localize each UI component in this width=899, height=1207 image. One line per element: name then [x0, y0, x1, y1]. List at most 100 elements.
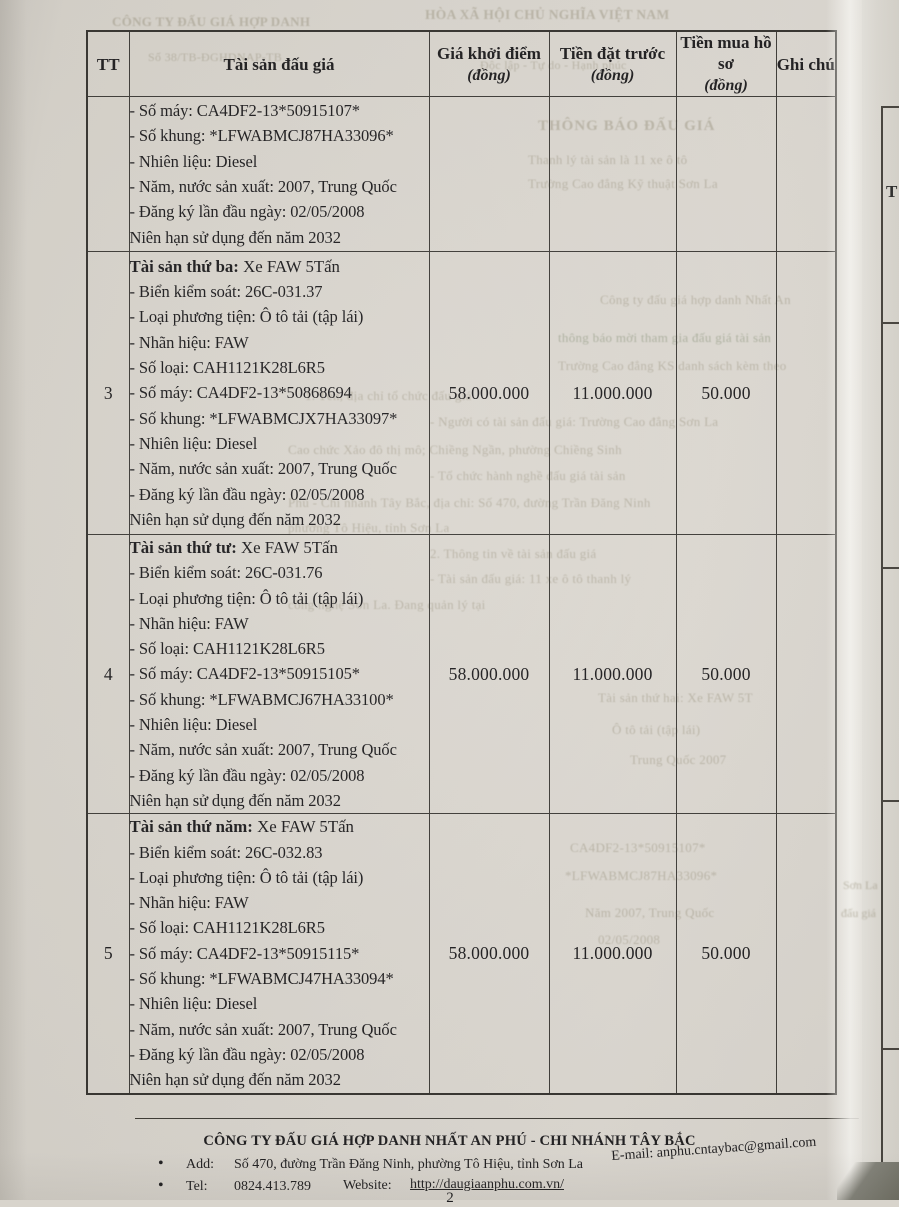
- asset-description-cell: Tài sản thứ ba: Xe FAW 5Tấn - Biển kiểm …: [128, 251, 430, 535]
- table-row-asset-5: 5 Tài sản thứ năm: Xe FAW 5Tấn - Biển ki…: [86, 813, 837, 1095]
- asset-detail-line: - Nhiên liệu: Diesel: [129, 994, 258, 1014]
- asset-description-cell: Tài sản thứ năm: Xe FAW 5Tấn - Biển kiểm…: [128, 813, 430, 1095]
- asset-title: Tài sản thứ năm: Xe FAW 5Tấn: [129, 817, 354, 837]
- deposit-cell: [548, 96, 677, 252]
- asset-detail-line: - Đăng ký lần đầu ngày: 02/05/2008: [129, 202, 365, 222]
- starting-price-cell: 58.000.000: [428, 533, 550, 815]
- header-label: Tiền mua hồ sơ: [680, 33, 772, 73]
- header-label: Giá khởi điểm: [437, 43, 541, 63]
- asset-detail-line: - Số khung: *LFWABMCJ47HA33094*: [129, 969, 394, 989]
- asset-detail-line: - Số máy: CA4DF2-13*50915105*: [129, 664, 360, 684]
- underlying-table-line: [881, 567, 899, 569]
- asset-detail-line: - Nhãn hiệu: FAW: [129, 332, 249, 352]
- header-label: Ghi chú: [776, 54, 835, 74]
- underlying-table-line: [881, 1048, 899, 1050]
- asset-detail-line: - Năm, nước sản xuất: 2007, Trung Quốc: [129, 177, 397, 196]
- asset-title: Tài sản thứ tư: Xe FAW 5Tấn: [129, 538, 338, 557]
- dossier-fee-cell: [675, 96, 777, 252]
- header-cell-deposit: Tiền đặt trước (đồng): [548, 30, 677, 97]
- page-number: 2: [446, 1190, 454, 1206]
- asset-detail-line: - Năm, nước sản xuất: 2007, Trung Quốc: [129, 1019, 397, 1039]
- starting-price-cell: 58.000.000: [428, 251, 550, 535]
- deposit-cell: 11.000.000: [548, 533, 677, 815]
- asset-detail-line: - Đăng ký lần đầu ngày: 02/05/2008: [129, 1044, 365, 1064]
- asset-details: - Biển kiểm soát: 26C-031.37 - Loại phươn…: [129, 279, 428, 532]
- bullet-icon: •: [158, 1177, 164, 1194]
- asset-detail-line: Niên hạn sử dụng đến năm 2032: [129, 1070, 341, 1090]
- asset-detail-line: - Năm, nước sản xuất: 2007, Trung Quốc: [129, 459, 397, 479]
- asset-detail-line: Niên hạn sử dụng đến năm 2032: [129, 227, 341, 247]
- underlying-table-line: [881, 322, 899, 324]
- asset-detail-line: - Loại phương tiện: Ô tô tải (tập lái): [129, 307, 364, 327]
- asset-detail-line: Niên hạn sử dụng đến năm 2032: [129, 509, 341, 529]
- header-cell-tt: TT: [86, 30, 130, 97]
- row-number-cell: 4: [86, 533, 130, 815]
- header-unit: (đồng): [704, 77, 748, 94]
- footer-separator-line: [135, 1118, 859, 1119]
- asset-detail-line: - Số khung: *LFWABMCJ67HA33100*: [129, 689, 394, 709]
- address-value: Số 470, đường Trần Đăng Ninh, phường Tô …: [234, 1157, 584, 1172]
- asset-detail-line: - Nhãn hiệu: FAW: [129, 613, 249, 633]
- table-row-asset-4: 4 Tài sản thứ tư: Xe FAW 5Tấn - Biển kiể…: [86, 533, 837, 815]
- table-row-continuation: - Số máy: CA4DF2-13*50915107* - Số khung:…: [86, 96, 837, 252]
- address-label: Add:: [186, 1157, 214, 1172]
- asset-details: - Biển kiểm soát: 26C-032.83 - Loại phươn…: [129, 840, 428, 1093]
- asset-detail-line: - Số máy: CA4DF2-13*50915115*: [129, 943, 360, 963]
- asset-detail-line: - Đăng ký lần đầu ngày: 02/05/2008: [129, 765, 365, 785]
- underlying-table-border: [881, 106, 883, 1162]
- bleed-through-text: Sơn La: [843, 878, 878, 892]
- underlying-page-edge: T Sơn La đấu giá: [841, 0, 899, 1200]
- underlying-table-line: [881, 800, 899, 802]
- header-label: Tài sản đấu giá: [223, 54, 335, 74]
- tel-value: 0824.413.789: [234, 1179, 311, 1194]
- asset-details: - Biển kiểm soát: 26C-031.76 - Loại phươn…: [129, 560, 428, 812]
- asset-title: Tài sản thứ ba: Xe FAW 5Tấn: [129, 256, 340, 276]
- asset-detail-line: - Số loại: CAH1121K28L6R5: [129, 918, 325, 938]
- asset-detail-line: - Nhiên liệu: Diesel: [129, 151, 258, 171]
- website-url: http://daugiaanphu.com.vn/: [410, 1177, 564, 1192]
- starting-price-cell: 58.000.000: [428, 813, 550, 1095]
- asset-detail-line: - Số loại: CAH1121K28L6R5: [129, 358, 325, 378]
- asset-detail-line: - Loại phương tiện: Ô tô tải (tập lái): [129, 867, 364, 887]
- dossier-fee-cell: 50.000: [675, 813, 777, 1095]
- asset-detail-line: Niên hạn sử dụng đến năm 2032: [129, 790, 341, 810]
- row-number-cell: 3: [86, 251, 130, 535]
- asset-detail-line: - Số khung: *LFWABMCJX7HA33097*: [129, 408, 398, 428]
- header-label: Tiền đặt trước: [559, 43, 666, 63]
- dossier-fee-cell: 50.000: [675, 533, 777, 815]
- auction-assets-table: TT Tài sản đấu giá Giá khởi điểm (đồng) T…: [86, 30, 837, 1095]
- row-number-cell: 5: [86, 813, 130, 1095]
- asset-detail-line: - Biển kiểm soát: 26C-032.83: [129, 842, 323, 862]
- asset-detail-line: - Đăng ký lần đầu ngày: 02/05/2008: [129, 484, 365, 504]
- starting-price-cell: [428, 96, 550, 252]
- underlying-page-header-fragment: T: [886, 182, 898, 201]
- asset-detail-line: - Nhãn hiệu: FAW: [129, 893, 249, 913]
- company-name: CÔNG TY ĐẤU GIÁ HỢP DANH NHẤT AN PHÚ - C…: [203, 1133, 696, 1149]
- email-label: E-mail:: [610, 1146, 654, 1165]
- asset-detail-line: - Năm, nước sản xuất: 2007, Trung Quốc: [129, 740, 397, 760]
- dossier-fee-cell: 50.000: [675, 251, 777, 535]
- asset-details: - Số máy: CA4DF2-13*50915107* - Số khung:…: [129, 98, 428, 250]
- bullet-icon: •: [158, 1155, 164, 1172]
- desk-surface-corner: [837, 1162, 899, 1200]
- underlying-table-line: [881, 106, 899, 108]
- website-label: Website:: [343, 1178, 392, 1193]
- header-unit: (đồng): [467, 66, 511, 84]
- tel-label: Tel:: [186, 1179, 208, 1194]
- asset-detail-line: - Loại phương tiện: Ô tô tải (tập lái): [129, 588, 364, 608]
- bleed-through-text: HÒA XÃ HỘI CHỦ NGHĨA VIỆT NAM: [425, 7, 670, 22]
- bleed-through-text: CÔNG TY ĐẤU GIÁ HỢP DANH: [112, 14, 311, 29]
- asset-description-cell: Tài sản thứ tư: Xe FAW 5Tấn - Biển kiểm …: [128, 533, 430, 815]
- asset-detail-line: - Số máy: CA4DF2-13*50915107*: [129, 101, 360, 121]
- table-row-asset-3: 3 Tài sản thứ ba: Xe FAW 5Tấn - Biển kiể…: [86, 251, 837, 535]
- asset-detail-line: - Số khung: *LFWABMCJ87HA33096*: [129, 126, 394, 146]
- bleed-through-text: đấu giá: [841, 906, 876, 920]
- header-cell-starting-price: Giá khởi điểm (đồng): [428, 30, 550, 97]
- header-cell-asset: Tài sản đấu giá: [128, 30, 430, 97]
- header-cell-dossier-fee: Tiền mua hồ sơ (đồng): [675, 30, 777, 97]
- asset-detail-line: - Biển kiểm soát: 26C-031.37: [129, 282, 323, 302]
- row-number-cell: [86, 96, 130, 252]
- asset-detail-line: - Số loại: CAH1121K28L6R5: [129, 639, 325, 659]
- asset-detail-line: - Nhiên liệu: Diesel: [129, 433, 258, 453]
